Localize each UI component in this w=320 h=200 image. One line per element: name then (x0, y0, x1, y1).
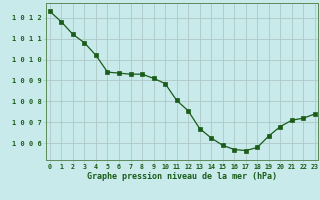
X-axis label: Graphe pression niveau de la mer (hPa): Graphe pression niveau de la mer (hPa) (87, 172, 277, 181)
